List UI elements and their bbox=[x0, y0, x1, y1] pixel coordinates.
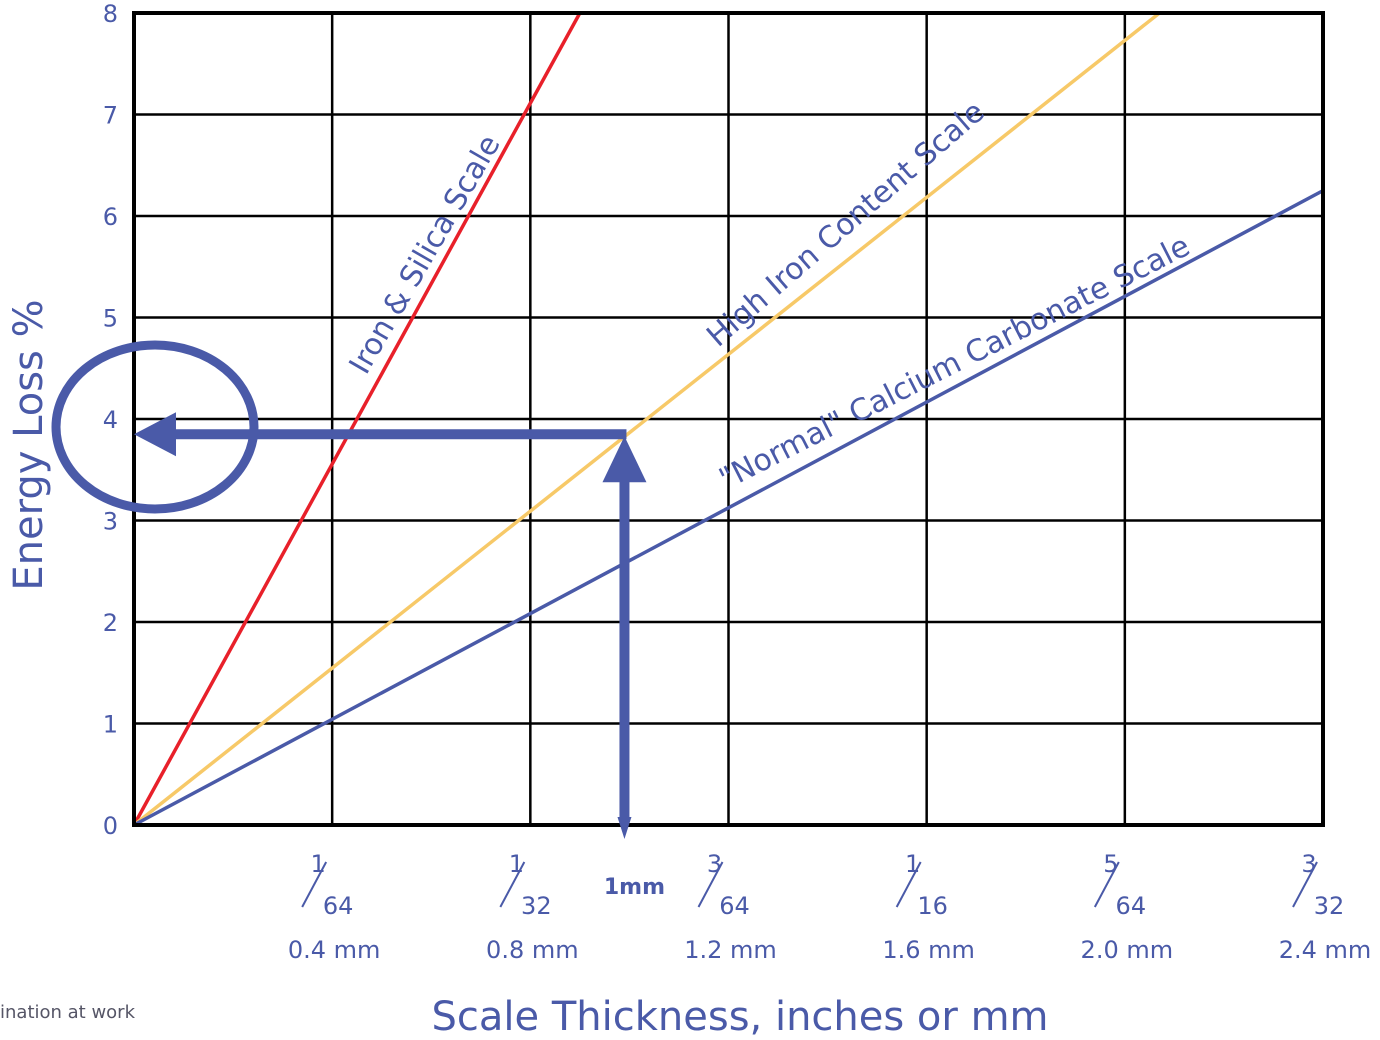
series-label-high-iron: High Iron Content Scale bbox=[700, 94, 991, 354]
x-tick-denominator: 32 bbox=[1314, 892, 1345, 920]
y-tick-label: 4 bbox=[103, 406, 118, 434]
y-tick-label: 0 bbox=[103, 812, 118, 840]
y-tick-label: 5 bbox=[103, 305, 118, 333]
annotation-up-arrowhead bbox=[602, 436, 647, 483]
y-tick-label: 6 bbox=[103, 203, 118, 231]
x-tick-numerator: 1 bbox=[905, 850, 920, 878]
x-axis-title: Scale Thickness, inches or mm bbox=[432, 994, 1049, 1040]
y-tick-label: 7 bbox=[103, 102, 118, 130]
series-line-1 bbox=[132, 11, 1161, 827]
x-tick-fraction-slash bbox=[1292, 861, 1318, 908]
x-tick-fraction-slash bbox=[301, 861, 328, 908]
x-tick-denominator: 64 bbox=[1116, 892, 1147, 920]
annotation-left-arrowhead bbox=[134, 412, 176, 457]
annotation: 1mm bbox=[51, 340, 665, 900]
y-tick-label: 1 bbox=[103, 711, 118, 739]
x-tick-denominator: 32 bbox=[521, 892, 552, 920]
footer-tagline: ination at work bbox=[0, 1002, 136, 1023]
x-tick-labels: 1 64 0.4 mm 1 32 0.8 mm 3 64 1.2 mm 1 16 1.6 mm 5 64 2… bbox=[288, 850, 1371, 964]
x-tick-mm-label: 1.6 mm bbox=[882, 936, 975, 964]
y-tick-label: 8 bbox=[103, 0, 118, 28]
x-tick-numerator: 3 bbox=[1301, 850, 1316, 878]
annotation-down-arrowhead bbox=[617, 817, 632, 839]
annotation-highlight-circle bbox=[51, 340, 259, 514]
x-tick-denominator: 16 bbox=[917, 892, 948, 920]
x-tick-denominator: 64 bbox=[323, 892, 354, 920]
x-tick-numerator: 3 bbox=[707, 850, 722, 878]
series-line-0 bbox=[132, 12, 582, 826]
y-axis-title: Energy Loss % bbox=[6, 299, 52, 590]
x-tick-fraction-slash bbox=[1093, 861, 1120, 908]
x-tick-numerator: 1 bbox=[509, 850, 524, 878]
x-tick-fraction-slash bbox=[697, 861, 724, 908]
series-lines bbox=[132, 11, 1324, 827]
x-tick-numerator: 1 bbox=[311, 850, 326, 878]
plot-frame bbox=[132, 11, 1325, 827]
x-tick-mm-label: 2.4 mm bbox=[1279, 936, 1372, 964]
series-label-iron-silica: Iron & Silica Scale bbox=[343, 129, 508, 380]
y-tick-labels: 0 1 2 3 4 5 6 7 8 bbox=[103, 0, 118, 840]
grid bbox=[134, 13, 1323, 825]
x-tick-denominator: 64 bbox=[719, 892, 750, 920]
x-tick-mm-label: 0.8 mm bbox=[486, 936, 579, 964]
x-tick-fraction-slash bbox=[499, 861, 526, 908]
x-tick-mm-label: 0.4 mm bbox=[288, 936, 381, 964]
x-tick-mm-label: 1.2 mm bbox=[684, 936, 777, 964]
y-tick-label: 2 bbox=[103, 609, 118, 637]
x-tick-fraction-slash bbox=[895, 861, 922, 908]
y-tick-label: 3 bbox=[103, 508, 118, 536]
x-tick-numerator: 5 bbox=[1103, 850, 1118, 878]
series-line-2 bbox=[133, 189, 1324, 827]
annotation-marker-label: 1mm bbox=[604, 875, 665, 900]
x-tick-mm-label: 2.0 mm bbox=[1081, 936, 1174, 964]
